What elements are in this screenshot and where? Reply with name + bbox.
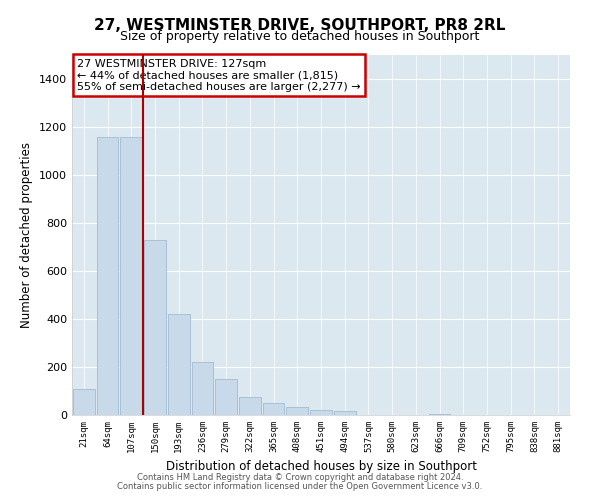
Text: Contains HM Land Registry data © Crown copyright and database right 2024.: Contains HM Land Registry data © Crown c… [137, 473, 463, 482]
Bar [121, 136, 142, 415]
Text: 27, WESTMINSTER DRIVE, SOUTHPORT, PR8 2RL: 27, WESTMINSTER DRIVE, SOUTHPORT, PR8 2R… [94, 18, 506, 32]
Bar [215, 379, 237, 415]
Bar [73, 389, 95, 415]
Bar [428, 414, 451, 415]
Bar [97, 136, 118, 415]
Bar [239, 397, 261, 415]
Bar [310, 410, 332, 415]
Text: 27 WESTMINSTER DRIVE: 127sqm
← 44% of detached houses are smaller (1,815)
55% of: 27 WESTMINSTER DRIVE: 127sqm ← 44% of de… [77, 58, 361, 92]
Bar [191, 362, 214, 415]
Bar [334, 412, 356, 415]
Bar [144, 240, 166, 415]
Bar [263, 403, 284, 415]
Text: Contains public sector information licensed under the Open Government Licence v3: Contains public sector information licen… [118, 482, 482, 491]
X-axis label: Distribution of detached houses by size in Southport: Distribution of detached houses by size … [166, 460, 476, 473]
Bar [286, 406, 308, 415]
Bar [168, 314, 190, 415]
Text: Size of property relative to detached houses in Southport: Size of property relative to detached ho… [121, 30, 479, 43]
Y-axis label: Number of detached properties: Number of detached properties [20, 142, 34, 328]
